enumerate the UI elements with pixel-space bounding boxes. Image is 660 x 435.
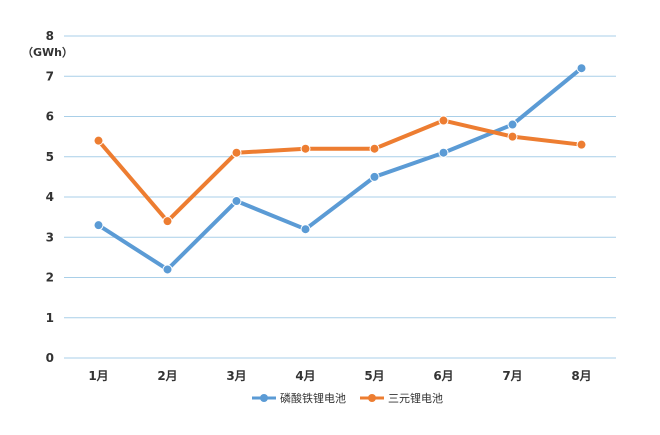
legend-label: 三元锂电池 [388, 391, 443, 405]
x-tick-label: 5月 [364, 369, 384, 383]
data-point [300, 224, 311, 235]
data-point [507, 119, 518, 130]
data-point [231, 196, 242, 207]
y-tick-label: 6 [46, 110, 54, 124]
y-tick-label: 0 [46, 351, 54, 365]
x-tick-label: 3月 [226, 369, 246, 383]
legend-item-1: 三元锂电池 [360, 391, 443, 405]
y-tick-label: 1 [46, 311, 54, 325]
data-point [438, 147, 449, 158]
data-point [93, 135, 104, 146]
data-point [576, 63, 587, 74]
legend: 磷酸铁锂电池 三元锂电池 [252, 391, 443, 405]
x-tick-label: 8月 [571, 369, 591, 383]
series-line [96, 66, 584, 272]
y-tick-label: 2 [46, 271, 54, 285]
data-point [93, 220, 104, 231]
y-tick-label: 4 [46, 190, 54, 204]
data-point [576, 139, 587, 150]
y-axis-ticks: 0 1 2 3 4 5 6 7 8 [46, 29, 54, 365]
legend-swatch-marker [260, 394, 268, 402]
x-tick-label: 6月 [433, 369, 453, 383]
series-group [93, 63, 587, 275]
x-axis-ticks: 1月 2月 3月 4月 5月 6月 7月 8月 [88, 369, 591, 383]
data-point [438, 115, 449, 126]
data-point [162, 264, 173, 275]
y-tick-label: 8 [46, 29, 54, 43]
data-point [507, 131, 518, 142]
data-point [231, 147, 242, 158]
series-line [96, 118, 584, 224]
legend-label: 磷酸铁锂电池 [280, 391, 346, 405]
series-1 [93, 115, 587, 227]
x-tick-label: 4月 [295, 369, 315, 383]
gridlines [64, 35, 616, 359]
x-tick-label: 2月 [157, 369, 177, 383]
series-0 [93, 63, 587, 275]
data-point [369, 143, 380, 154]
y-tick-label: 3 [46, 230, 54, 244]
data-point [369, 171, 380, 182]
y-tick-label: 5 [46, 150, 54, 164]
x-tick-label: 7月 [502, 369, 522, 383]
x-tick-label: 1月 [88, 369, 108, 383]
data-point [162, 216, 173, 227]
legend-item-0: 磷酸铁锂电池 [252, 391, 346, 405]
y-tick-label: 7 [46, 69, 54, 83]
legend-swatch-marker [368, 394, 376, 402]
y-axis-unit-label: （GWh） [22, 46, 73, 59]
data-point [300, 143, 311, 154]
